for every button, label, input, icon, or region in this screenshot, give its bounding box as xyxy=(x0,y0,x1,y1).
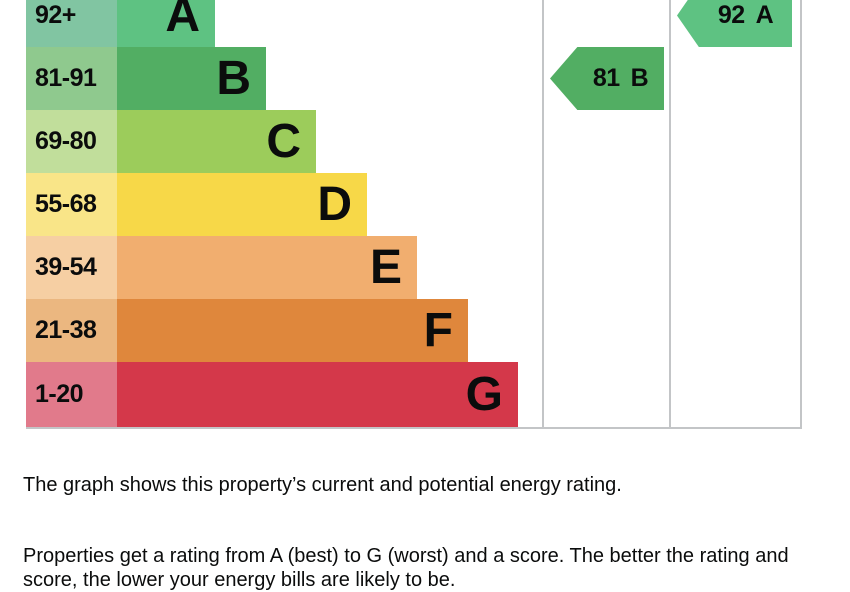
band-letter: A xyxy=(165,0,200,42)
potential-rating-marker: 92 A xyxy=(677,0,792,47)
band-score-range: 81-91 xyxy=(26,47,117,110)
band-letter: C xyxy=(266,115,301,168)
epc-band-row: 1-20 G xyxy=(26,362,518,427)
band-letter: G xyxy=(465,368,503,421)
epc-band-rows: 92+ A 81-91 B 69-80 C 55-68 D 39-54 E 21-38 F 1-20 G xyxy=(26,0,518,427)
band-bar: A xyxy=(117,0,215,47)
band-letter: B xyxy=(216,52,251,105)
band-bar: F xyxy=(117,299,468,362)
chart-caption: The graph shows this property’s current … xyxy=(23,474,622,496)
epc-rating-chart: 92+ A 81-91 B 69-80 C 55-68 D 39-54 E 21-38 F 1-20 G … xyxy=(26,0,803,429)
epc-band-row: 21-38 F xyxy=(26,299,518,362)
epc-band-row: 69-80 C xyxy=(26,110,518,173)
band-score-range: 55-68 xyxy=(26,173,117,236)
band-bar: E xyxy=(117,236,417,299)
band-score-range: 39-54 xyxy=(26,236,117,299)
epc-band-row: 55-68 D xyxy=(26,173,518,236)
band-bar: B xyxy=(117,47,266,110)
band-bar: G xyxy=(117,362,518,427)
potential-column-left-border xyxy=(669,0,671,429)
epc-band-row: 39-54 E xyxy=(26,236,518,299)
band-score-range: 1-20 xyxy=(26,362,117,427)
potential-band-letter: A xyxy=(755,1,774,29)
epc-page: { "chart_data": { "type": "epc-rating-ba… xyxy=(23,0,803,591)
band-score-range: 92+ xyxy=(26,0,117,47)
band-letter: F xyxy=(423,304,453,357)
current-score: 81 xyxy=(592,64,620,92)
band-bar: C xyxy=(117,110,316,173)
band-score-range: 69-80 xyxy=(26,110,117,173)
current-rating-marker: 81 B xyxy=(550,47,664,110)
epc-band-row: 81-91 B xyxy=(26,47,518,110)
band-letter: E xyxy=(369,241,402,294)
current-column-left-border xyxy=(542,0,544,429)
clipped-note-text: Properties get a rating from A (best) to… xyxy=(23,545,789,591)
band-letter: D xyxy=(317,178,352,231)
chart-baseline xyxy=(26,427,802,429)
band-bar: D xyxy=(117,173,367,236)
potential-score: 92 xyxy=(717,1,745,29)
epc-band-row: 92+ A xyxy=(26,0,518,47)
current-band-letter: B xyxy=(630,64,649,92)
potential-column-right-border xyxy=(800,0,802,429)
band-score-range: 21-38 xyxy=(26,299,117,362)
